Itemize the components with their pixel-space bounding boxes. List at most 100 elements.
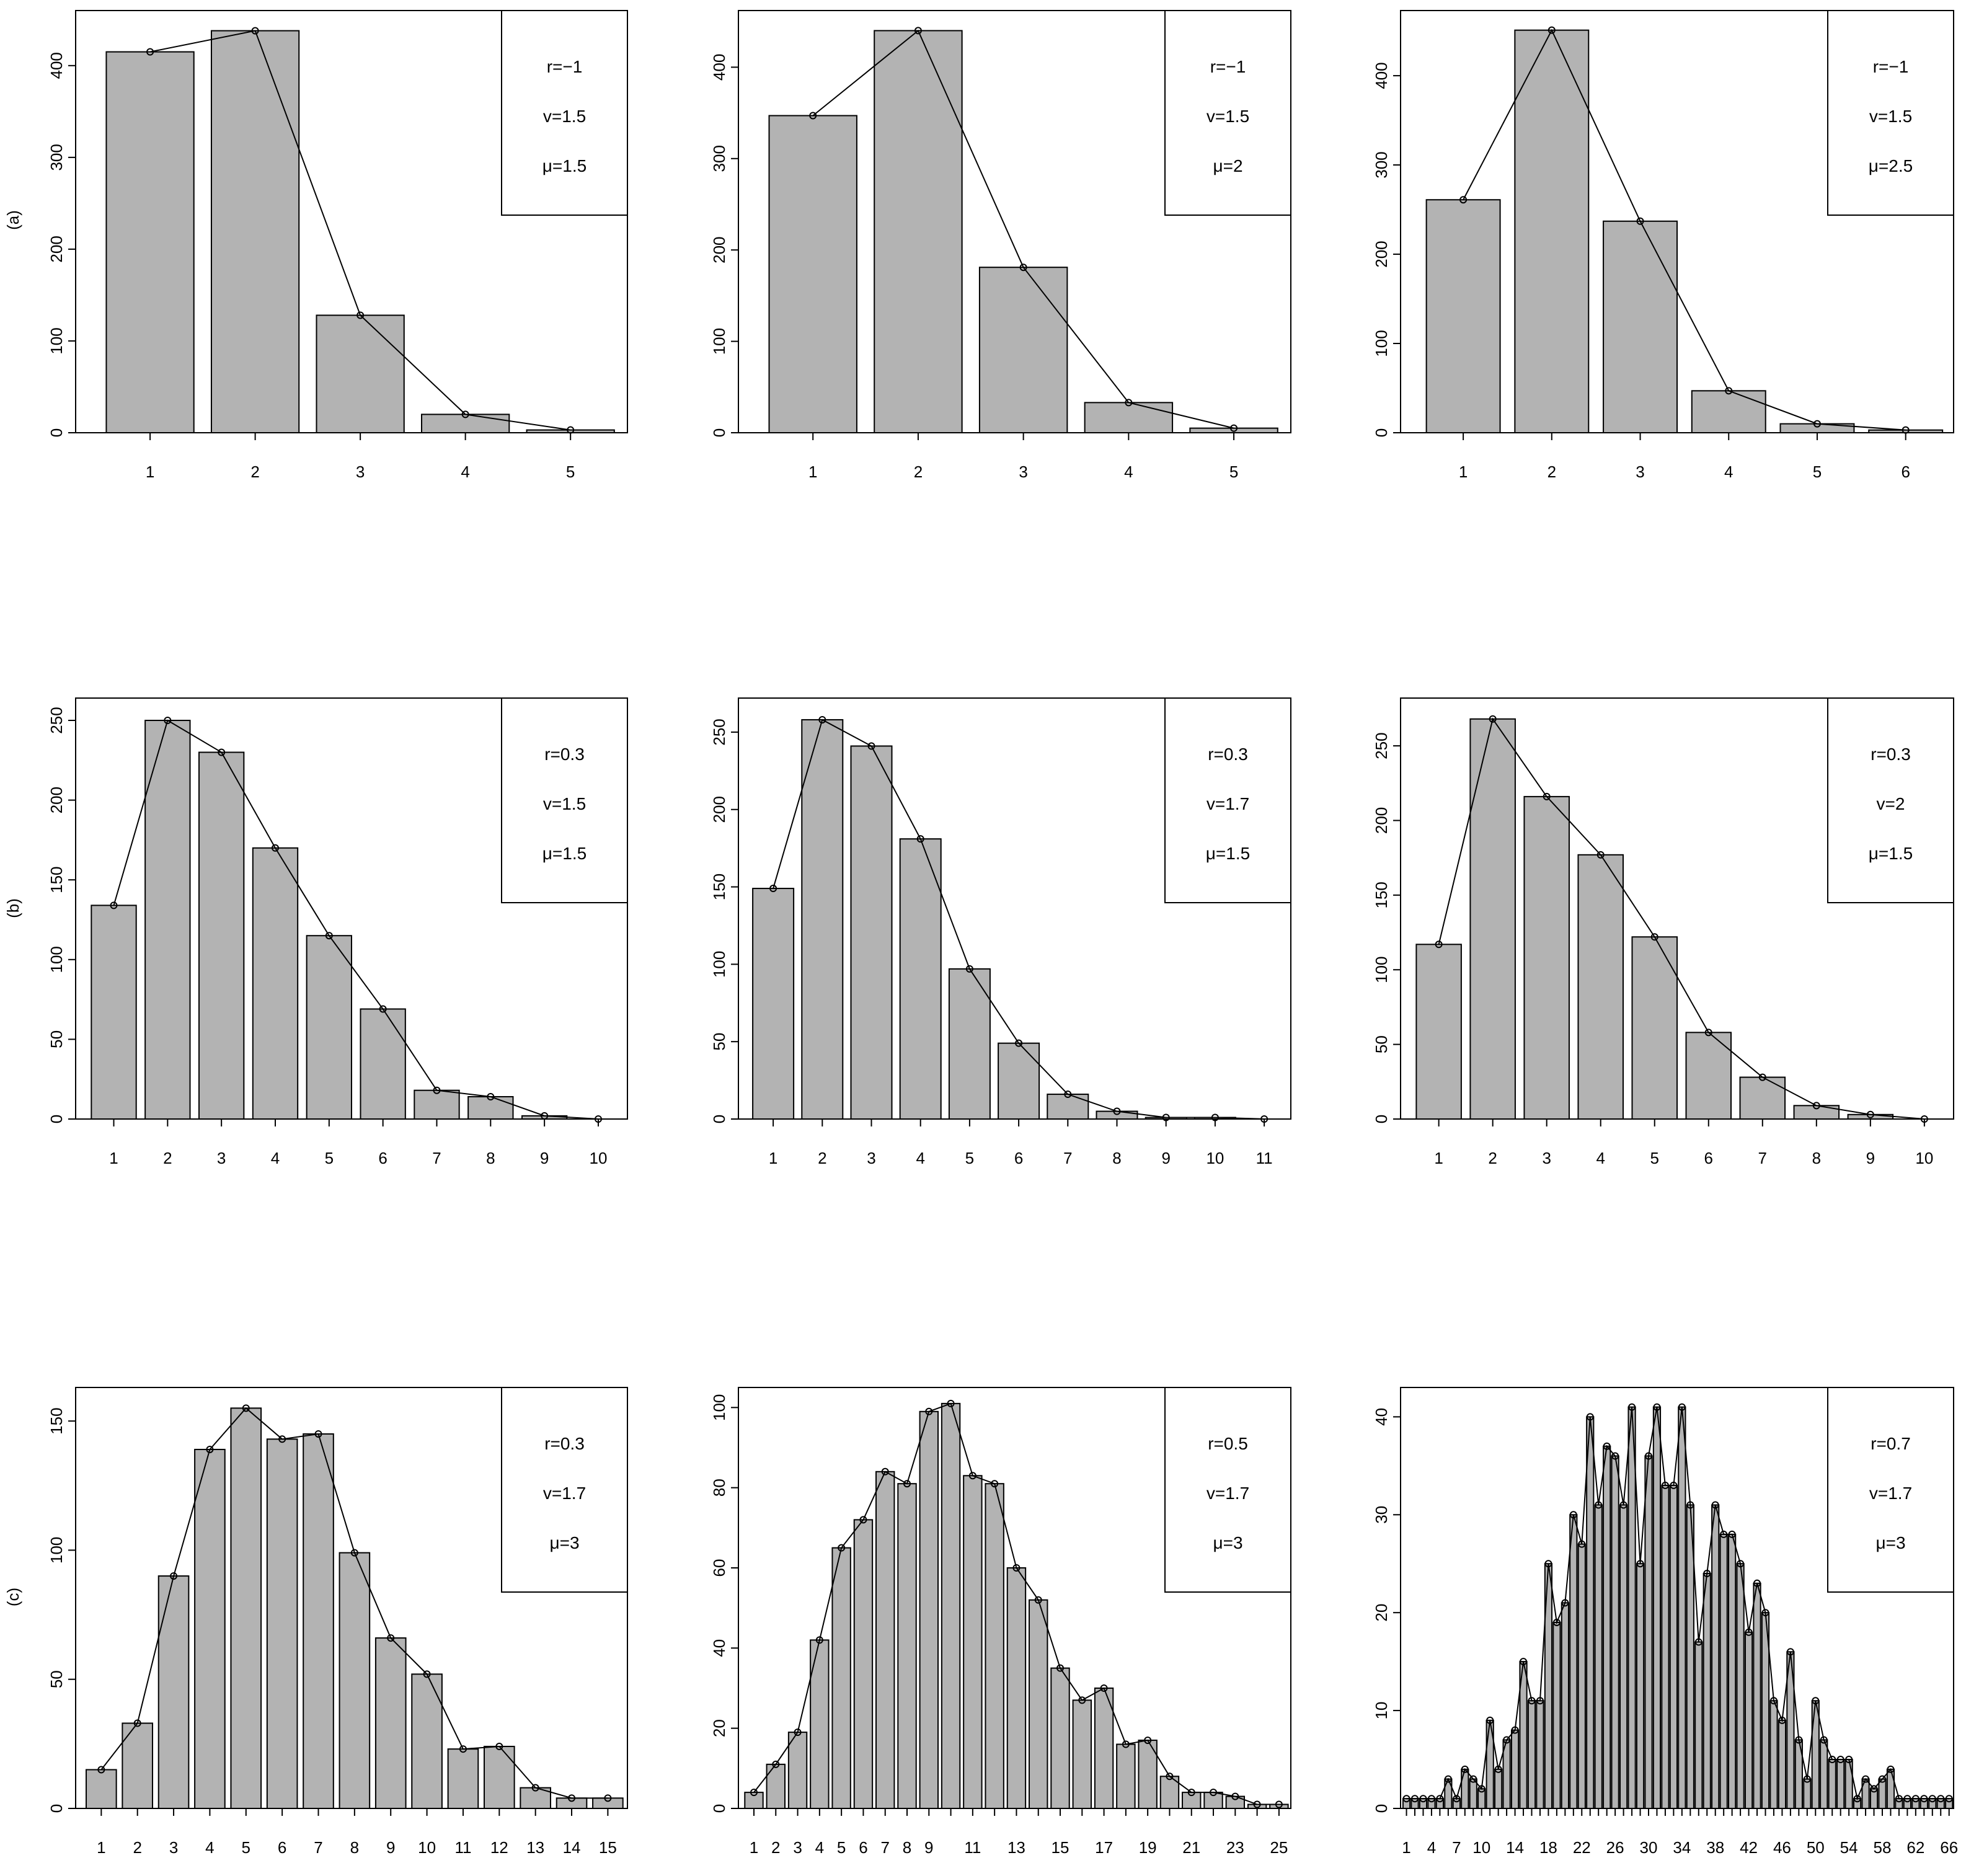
bar-16 bbox=[1527, 1700, 1536, 1810]
x-tick-label-2: 2 bbox=[818, 1149, 826, 1167]
x-tick-label-13: 13 bbox=[1007, 1838, 1025, 1857]
point-8 bbox=[1812, 1102, 1820, 1110]
point-3 bbox=[1019, 263, 1027, 272]
y-tick-label: 100 bbox=[47, 946, 66, 973]
point-15 bbox=[604, 1794, 612, 1802]
point-25 bbox=[1603, 1442, 1611, 1450]
bar-17 bbox=[1536, 1700, 1544, 1810]
bar-2 bbox=[874, 30, 963, 434]
y-tick-label: 0 bbox=[47, 1115, 66, 1123]
x-tick-label-21: 21 bbox=[1182, 1838, 1200, 1857]
x-tick-label-38: 38 bbox=[1706, 1838, 1724, 1857]
x-tick-label-6: 6 bbox=[1901, 462, 1910, 481]
y-tick-label: 0 bbox=[47, 1804, 66, 1813]
y-tick-label: 40 bbox=[1372, 1408, 1391, 1426]
legend-box bbox=[501, 697, 628, 903]
x-tick-label-5: 5 bbox=[1813, 462, 1822, 481]
y-tick-label: 0 bbox=[1372, 1115, 1391, 1123]
bar-14 bbox=[1029, 1599, 1048, 1809]
x-tick-label-5: 5 bbox=[837, 1838, 846, 1857]
x-tick-label-19: 19 bbox=[1139, 1838, 1157, 1857]
y-tick-label: 30 bbox=[1372, 1506, 1391, 1524]
point-17 bbox=[1100, 1684, 1108, 1692]
chart-panel-4: 0 50 100 150 200 250 1 2 3 4 5 6 7 8 9 10 r=0.3 v=1.5 μ=1.… bbox=[47, 697, 628, 1167]
x-tick-label-9: 9 bbox=[1161, 1149, 1170, 1167]
bar-3 bbox=[850, 745, 893, 1120]
point-1 bbox=[750, 1789, 758, 1797]
bar-1 bbox=[1425, 199, 1501, 433]
x-tick-label-5: 5 bbox=[1650, 1149, 1659, 1167]
bar-11 bbox=[447, 1748, 479, 1809]
point-9 bbox=[1866, 1110, 1874, 1118]
bar-6 bbox=[266, 1438, 298, 1810]
y-tick-label: 100 bbox=[710, 951, 728, 978]
bar-18 bbox=[1116, 1743, 1136, 1810]
bar-13 bbox=[1006, 1567, 1027, 1809]
legend-box bbox=[1164, 697, 1291, 903]
point-31 bbox=[1653, 1403, 1661, 1411]
point-41 bbox=[1737, 1560, 1745, 1568]
y-tick-label: 250 bbox=[1372, 732, 1391, 759]
bar-52 bbox=[1828, 1759, 1836, 1810]
bar-2 bbox=[766, 1763, 786, 1810]
bar-8 bbox=[1461, 1768, 1469, 1810]
bar-12 bbox=[483, 1746, 515, 1810]
x-tick-label-8: 8 bbox=[350, 1838, 359, 1857]
point-30 bbox=[1645, 1452, 1652, 1460]
point-59 bbox=[1887, 1765, 1895, 1773]
point-13 bbox=[531, 1784, 539, 1792]
x-tick-label-6: 6 bbox=[1704, 1149, 1713, 1167]
bar-2 bbox=[122, 1722, 154, 1810]
point-44 bbox=[1761, 1609, 1769, 1617]
bar-3 bbox=[1523, 795, 1570, 1120]
y-tick-label: 0 bbox=[1372, 428, 1391, 437]
legend-entry-2: v=1.5 bbox=[1869, 107, 1912, 126]
x-tick-label-1: 1 bbox=[146, 462, 154, 481]
plot-frame bbox=[75, 697, 628, 1120]
point-61 bbox=[1903, 1795, 1911, 1803]
point-36 bbox=[1694, 1638, 1703, 1646]
y-tick-label: 400 bbox=[710, 54, 728, 81]
bar-1 bbox=[86, 1769, 117, 1810]
y-tick-label: 200 bbox=[1372, 807, 1391, 834]
chart-panel-3: 0 100 200 300 400 1 2 3 4 5 6 r=−1 v=1.5 μ=2.5 bbox=[1372, 10, 1954, 481]
x-tick-label-58: 58 bbox=[1874, 1838, 1892, 1857]
point-5 bbox=[1230, 424, 1238, 432]
point-9 bbox=[1469, 1775, 1477, 1783]
x-tick-label-2: 2 bbox=[914, 462, 923, 481]
point-3 bbox=[794, 1728, 802, 1737]
bar-6 bbox=[998, 1042, 1040, 1120]
point-1 bbox=[1435, 940, 1443, 949]
bar-20 bbox=[1561, 1602, 1569, 1809]
x-tick-label-7: 7 bbox=[432, 1149, 441, 1167]
point-5 bbox=[325, 932, 333, 940]
point-45 bbox=[1769, 1697, 1778, 1705]
series-line bbox=[753, 1402, 1279, 1805]
point-50 bbox=[1812, 1697, 1820, 1705]
bar-9 bbox=[919, 1410, 939, 1810]
bar-14 bbox=[1510, 1729, 1520, 1809]
y-tick-label: 20 bbox=[1372, 1604, 1391, 1622]
point-3 bbox=[867, 742, 875, 750]
plot-frame bbox=[738, 10, 1291, 433]
chart-panel-5: 0 50 100 150 200 250 1 2 3 4 5 6 7 8 9 10 11 r=0.3 v=1.7 μ=… bbox=[710, 697, 1291, 1167]
point-4 bbox=[1725, 387, 1733, 395]
x-tick-label-1: 1 bbox=[1459, 462, 1468, 481]
x-tick-label-4: 4 bbox=[271, 1149, 280, 1167]
y-tick-label: 300 bbox=[1372, 151, 1391, 178]
point-21 bbox=[1187, 1789, 1195, 1797]
bar-2 bbox=[210, 30, 300, 433]
x-tick-label-4: 4 bbox=[815, 1838, 824, 1857]
x-tick-label-2: 2 bbox=[1488, 1149, 1497, 1167]
point-10 bbox=[423, 1670, 431, 1678]
y-tick-label: 400 bbox=[1372, 62, 1391, 89]
point-18 bbox=[1544, 1560, 1552, 1568]
point-1 bbox=[97, 1766, 105, 1774]
point-6 bbox=[278, 1435, 286, 1443]
x-tick-label-4: 4 bbox=[1724, 462, 1733, 481]
x-tick-label-54: 54 bbox=[1840, 1838, 1858, 1857]
y-tick-label: 150 bbox=[47, 867, 66, 893]
plot-frame bbox=[1400, 1387, 1954, 1809]
x-tick-label-46: 46 bbox=[1773, 1838, 1791, 1857]
